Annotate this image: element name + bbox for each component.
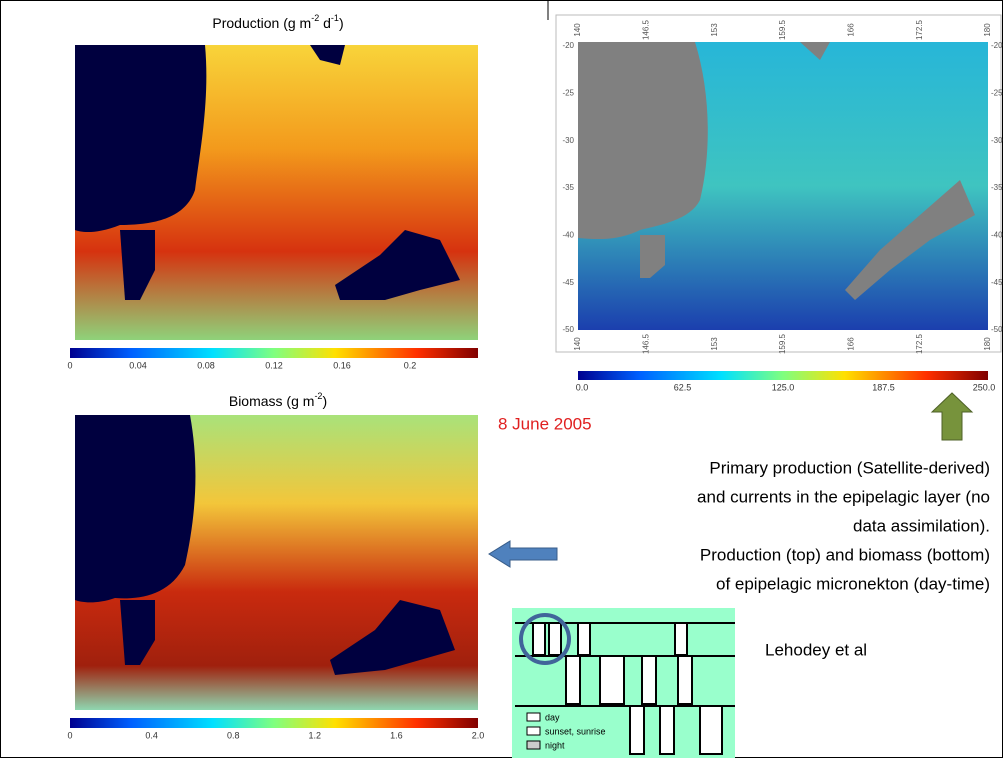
slide: Production (g m-2 d-1) 0 0.04 0.08 0.12 0.16… (0, 0, 1003, 758)
tick-label: 125.0 (772, 382, 795, 392)
y-tick-label: -30 (562, 136, 574, 145)
biomass-map (75, 415, 478, 710)
x-tick-label: 180 (983, 337, 992, 351)
y-tick-label: -30 (991, 136, 1003, 145)
tick-label: 0.8 (227, 730, 240, 740)
x-tick-label: 146.5 (641, 333, 650, 354)
up-arrow (932, 393, 972, 440)
y-tick-label: -25 (562, 88, 574, 97)
x-tick-label: 172.5 (915, 333, 924, 354)
y-tick-label: -20 (562, 41, 574, 50)
tick-label: 0.16 (333, 360, 351, 370)
x-tick-label: 166 (846, 23, 855, 37)
legend-label: night (545, 740, 565, 750)
x-tick-label: 159.5 (778, 19, 787, 40)
tick-label: 0.12 (265, 360, 283, 370)
x-tick-label: 146.5 (641, 19, 650, 40)
colorbar (70, 718, 478, 728)
colorbar (70, 348, 478, 358)
description-line: Primary production (Satellite-derived) (709, 458, 990, 477)
y-tick-label: -50 (991, 325, 1003, 334)
x-tick-label: 180 (983, 23, 992, 37)
date: 8 June 2005 (498, 414, 592, 433)
x-tick-label: 140 (573, 337, 582, 351)
tick-label: 0 (67, 730, 72, 740)
map-title: Production (g m-2 d-1) (212, 13, 343, 30)
page: {"production_map": {"title": ["Productio… (0, 0, 1003, 758)
description-line: data assimilation). (853, 516, 990, 535)
x-tick-label: 166 (846, 337, 855, 351)
colorbar-ticks: 0.0 62.5 125.0 187.5 250.0 (576, 382, 996, 392)
y-tick-label: -40 (562, 230, 574, 239)
credit: Lehodey et al (765, 640, 867, 659)
tick-label: 2.0 (472, 730, 485, 740)
y-tick-label: -45 (562, 278, 574, 287)
left-arrow (489, 541, 557, 567)
production-map (75, 45, 478, 340)
y-tick-label: -35 (991, 183, 1003, 192)
tick-label: 0.08 (197, 360, 215, 370)
description-line: and currents in the epipelagic layer (no (697, 487, 990, 506)
tick-label: 250.0 (973, 382, 996, 392)
x-tick-label: 140 (573, 23, 582, 37)
y-tick-label: -45 (991, 278, 1003, 287)
tick-label: 187.5 (872, 382, 895, 392)
tick-label: 0.4 (145, 730, 158, 740)
description-line: Production (top) and biomass (bottom) (700, 545, 990, 564)
y-tick-label: -35 (562, 183, 574, 192)
y-tick-label: -20 (991, 41, 1003, 50)
tick-label: 0 (67, 360, 72, 370)
y-tick-label: -40 (991, 230, 1003, 239)
colorbar (578, 371, 988, 380)
y-tick-label: -50 (562, 325, 574, 334)
tick-label: 0.04 (129, 360, 147, 370)
legend-label: day (545, 712, 560, 722)
x-tick-label: 153 (710, 23, 719, 37)
x-tick-label: 172.5 (915, 19, 924, 40)
x-tick-label: 159.5 (778, 333, 787, 354)
tick-label: 1.6 (390, 730, 403, 740)
tick-label: 62.5 (674, 382, 692, 392)
description-line: of epipelagic micronekton (day-time) (716, 574, 990, 593)
legend-label: sunset, sunrise (545, 726, 606, 736)
colorbar-ticks: 0 0.4 0.8 1.2 1.6 2.0 (67, 730, 484, 740)
x-tick-label: 153 (710, 337, 719, 351)
tick-label: 1.2 (309, 730, 322, 740)
y-tick-label: -25 (991, 88, 1003, 97)
map-title: Biomass (g m-2) (229, 391, 327, 408)
satellite-map (578, 42, 988, 330)
description: Primary production (Satellite-derived) an… (697, 458, 990, 593)
tick-label: 0.0 (576, 382, 589, 392)
colorbar-ticks: 0 0.04 0.08 0.12 0.16 0.2 (67, 360, 416, 370)
tick-label: 0.2 (404, 360, 417, 370)
